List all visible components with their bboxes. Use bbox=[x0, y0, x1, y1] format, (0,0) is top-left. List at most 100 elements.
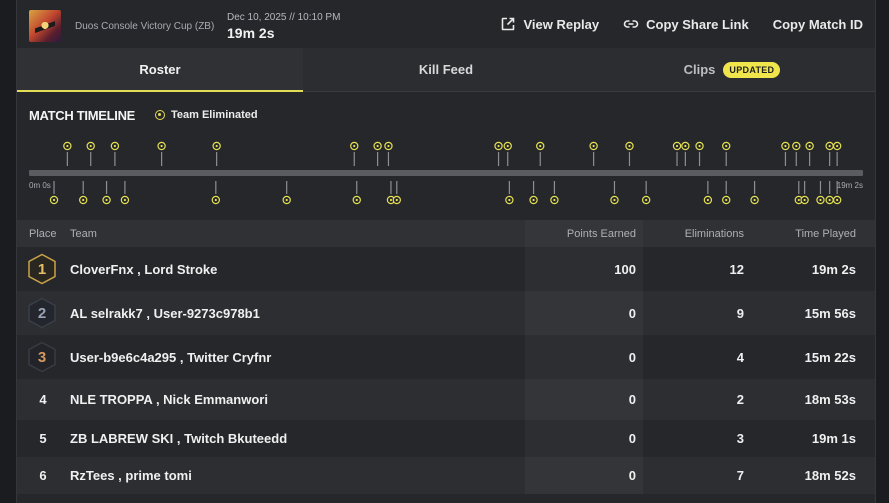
col-place: Place bbox=[29, 227, 57, 240]
table-row[interactable]: 5 ZB LABREW SKI , Twitch Bkuteedd 0 3 19m 1s bbox=[17, 420, 875, 457]
team-name[interactable]: RzTees , prime tomi bbox=[70, 468, 192, 483]
table-row[interactable]: 4 NLE TROPPA , Nick Emmanwori 0 2 18m 53s bbox=[17, 379, 875, 420]
team-eliminated-marker[interactable] bbox=[825, 181, 834, 205]
team-eliminated-marker[interactable] bbox=[825, 141, 834, 166]
team-eliminated-marker[interactable] bbox=[110, 141, 120, 166]
team-eliminated-marker[interactable] bbox=[529, 181, 538, 205]
team-eliminated-marker[interactable] bbox=[49, 181, 59, 205]
place-number: 6 bbox=[39, 468, 47, 483]
team-eliminated-marker[interactable] bbox=[672, 141, 682, 166]
team-eliminated-marker[interactable] bbox=[350, 141, 359, 166]
team-eliminated-marker[interactable] bbox=[503, 141, 512, 166]
roster-table: Place Team Points Earned Eliminations Ti… bbox=[17, 220, 875, 494]
tab-clips[interactable]: Clips UPDATED bbox=[589, 48, 875, 91]
place-number: 1 bbox=[37, 260, 47, 278]
team-eliminated-marker[interactable] bbox=[392, 181, 401, 205]
table-row[interactable]: 1 CloverFnx , Lord Stroke 100 12 19m 2s bbox=[17, 247, 875, 291]
place-number: 4 bbox=[39, 392, 47, 407]
team-name[interactable]: AL selrakk7 , User-9273c978b1 bbox=[70, 305, 260, 321]
col-eliminations[interactable]: Eliminations bbox=[684, 227, 744, 240]
points-earned: 100 bbox=[614, 261, 636, 277]
team-eliminated-marker[interactable] bbox=[157, 141, 166, 166]
col-points[interactable]: Points Earned bbox=[566, 227, 636, 240]
timeline-track bbox=[29, 170, 863, 176]
copy-share-link-button[interactable]: Copy Share Link bbox=[611, 16, 761, 32]
eliminations: 9 bbox=[736, 305, 744, 321]
team-name[interactable]: User-b9e6c4a295 , Twitter Cryfnr bbox=[70, 349, 272, 365]
team-name[interactable]: ZB LABREW SKI , Twitch Bkuteedd bbox=[70, 431, 288, 446]
team-eliminated-marker[interactable] bbox=[681, 141, 690, 166]
points-earned: 0 bbox=[628, 349, 636, 365]
team-eliminated-marker[interactable] bbox=[750, 181, 759, 205]
tab-kill-feed[interactable]: Kill Feed bbox=[303, 48, 589, 91]
team-eliminated-marker[interactable] bbox=[832, 141, 842, 166]
view-replay-label: View Replay bbox=[523, 16, 600, 32]
time-played: 19m 2s bbox=[811, 261, 856, 277]
place-number: 5 bbox=[39, 431, 47, 446]
team-eliminated-marker[interactable] bbox=[505, 181, 514, 205]
team-eliminated-marker[interactable] bbox=[722, 141, 731, 166]
team-eliminated-marker[interactable] bbox=[282, 181, 291, 205]
team-eliminated-marker[interactable] bbox=[536, 141, 545, 166]
team-eliminated-marker[interactable] bbox=[120, 181, 130, 205]
team-eliminated-marker[interactable] bbox=[79, 181, 88, 205]
team-eliminated-marker[interactable] bbox=[212, 141, 221, 166]
team-eliminated-marker[interactable] bbox=[641, 181, 651, 205]
points-earned: 0 bbox=[628, 305, 636, 321]
table-row[interactable]: 3 User-b9e6c4a295 , Twitter Cryfnr 0 4 15m 2… bbox=[17, 335, 875, 379]
team-eliminated-marker[interactable] bbox=[384, 141, 393, 166]
team-eliminated-marker[interactable] bbox=[86, 141, 95, 166]
team-eliminated-marker[interactable] bbox=[211, 181, 221, 205]
team-eliminated-marker[interactable] bbox=[816, 181, 825, 205]
timeline-title: MATCH TIMELINE bbox=[29, 108, 136, 123]
team-eliminated-marker[interactable] bbox=[589, 141, 598, 166]
table-row[interactable]: 6 RzTees , prime tomi 0 7 18m 52s bbox=[17, 457, 875, 494]
time-played: 15m 22s bbox=[804, 349, 856, 365]
points-earned: 0 bbox=[628, 392, 636, 407]
tab-roster[interactable]: Roster bbox=[17, 48, 303, 92]
timeline-legend: Team Eliminated bbox=[155, 109, 258, 121]
timeline-chart bbox=[29, 141, 863, 205]
legend-label: Team Eliminated bbox=[171, 109, 258, 121]
team-eliminated-marker[interactable] bbox=[781, 141, 790, 166]
team-name[interactable]: NLE TROPPA , Nick Emmanwori bbox=[70, 392, 268, 407]
team-eliminated-marker[interactable] bbox=[800, 181, 809, 205]
team-eliminated-marker[interactable] bbox=[494, 141, 503, 166]
time-played: 18m 52s bbox=[804, 468, 856, 483]
points-earned: 0 bbox=[628, 468, 636, 483]
place-number: 2 bbox=[37, 304, 47, 322]
event-name: Duos Console Victory Cup (ZB) bbox=[75, 21, 215, 32]
match-detail-panel: Duos Console Victory Cup (ZB) Dec 10, 20… bbox=[16, 0, 876, 503]
team-eliminated-marker[interactable] bbox=[722, 181, 731, 205]
eliminations: 2 bbox=[736, 392, 744, 407]
team-eliminated-marker[interactable] bbox=[695, 141, 704, 166]
copy-match-id-button[interactable]: Copy Match ID bbox=[761, 17, 875, 32]
place-number: 3 bbox=[37, 348, 47, 366]
team-eliminated-marker[interactable] bbox=[792, 141, 801, 166]
match-header: Duos Console Victory Cup (ZB) Dec 10, 20… bbox=[17, 0, 875, 48]
match-timeline: MATCH TIMELINE Team Eliminated 0m 0s 19m… bbox=[17, 93, 875, 220]
table-row[interactable]: 2 AL selrakk7 , User-9273c978b1 0 9 15m 56s bbox=[17, 291, 875, 335]
col-team: Team bbox=[70, 227, 97, 240]
match-date: Dec 10, 2025 // 10:10 PM bbox=[227, 12, 341, 23]
team-name[interactable]: CloverFnx , Lord Stroke bbox=[70, 261, 218, 277]
eliminations: 7 bbox=[736, 468, 744, 483]
team-eliminated-icon bbox=[155, 110, 165, 120]
place-medal-gold: 1 bbox=[27, 253, 57, 285]
link-icon bbox=[623, 20, 639, 28]
time-played: 15m 56s bbox=[804, 305, 856, 321]
team-eliminated-marker[interactable] bbox=[102, 181, 111, 205]
col-time-played[interactable]: Time Played bbox=[795, 227, 856, 240]
team-eliminated-marker[interactable] bbox=[832, 181, 842, 205]
team-eliminated-marker[interactable] bbox=[352, 181, 361, 205]
view-replay-button[interactable]: View Replay bbox=[488, 16, 611, 32]
team-eliminated-marker[interactable] bbox=[373, 141, 382, 166]
team-eliminated-marker[interactable] bbox=[610, 181, 619, 205]
team-eliminated-marker[interactable] bbox=[625, 141, 634, 166]
team-eliminated-marker[interactable] bbox=[805, 141, 814, 166]
table-header: Place Team Points Earned Eliminations Ti… bbox=[17, 220, 875, 247]
tab-bar: Roster Kill Feed Clips UPDATED bbox=[17, 48, 875, 92]
team-eliminated-marker[interactable] bbox=[63, 141, 72, 166]
team-eliminated-marker[interactable] bbox=[550, 181, 559, 205]
team-eliminated-marker[interactable] bbox=[703, 181, 713, 205]
